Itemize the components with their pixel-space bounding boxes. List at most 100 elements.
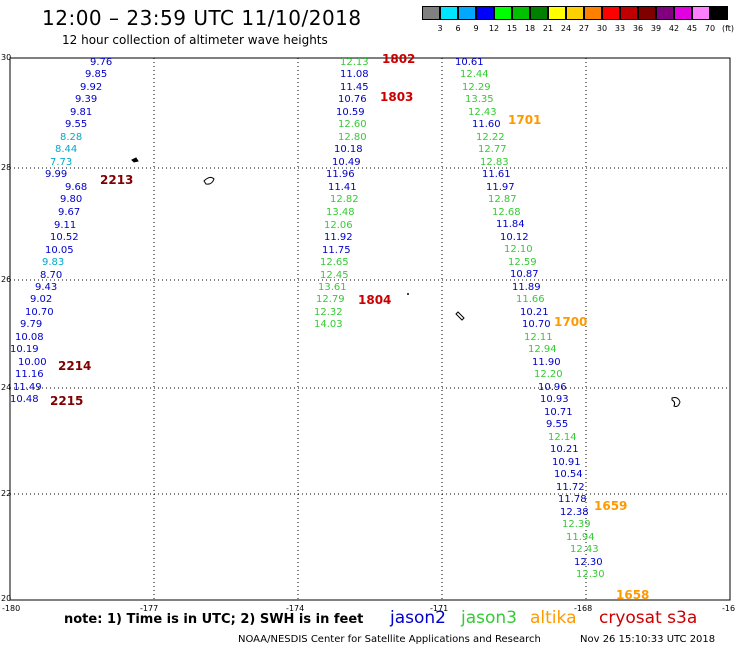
wave-height-value: 9.76: [90, 57, 113, 68]
wave-height-value: 9.43: [35, 282, 58, 293]
wave-height-value: 9.99: [45, 169, 68, 180]
scale-label: 3: [437, 24, 443, 33]
pass-time-label: 1700: [554, 315, 588, 329]
wave-height-value: 14.03: [314, 319, 343, 330]
wave-height-value: 11.92: [324, 232, 353, 243]
plot-frame: [9, 57, 731, 601]
wave-height-value: 12.83: [480, 157, 509, 168]
scale-label: 15: [506, 24, 518, 33]
scale-label: 12: [488, 24, 500, 33]
wave-height-value: 13.48: [326, 207, 355, 218]
scale-swatch: [494, 6, 512, 20]
wave-height-value: 9.68: [65, 182, 88, 193]
wave-height-value: 9.92: [80, 82, 103, 93]
pass-time-label: 1804: [358, 293, 392, 307]
wave-height-value: 11.89: [512, 282, 541, 293]
lat-tick-label: 30: [1, 53, 12, 62]
wave-height-value: 12.87: [488, 194, 517, 205]
wave-height-value: 11.49: [13, 382, 42, 393]
wave-height-value: 10.19: [10, 344, 39, 355]
legend-jason3: jason3: [461, 608, 517, 628]
wave-height-value: 11.84: [496, 219, 525, 230]
scale-label: 39: [650, 24, 662, 33]
wave-height-value: 12.22: [476, 132, 505, 143]
wave-height-value: 11.60: [472, 119, 501, 130]
wave-height-value: 9.11: [54, 220, 77, 231]
wave-height-value: 13.35: [465, 94, 494, 105]
wave-height-value: 10.71: [544, 407, 573, 418]
wave-height-value: 12.68: [492, 207, 521, 218]
wave-height-value: 8.28: [60, 132, 83, 143]
wave-height-value: 8.44: [55, 144, 78, 155]
scale-swatch: [422, 6, 440, 20]
lon-tick-label: -177: [140, 604, 159, 613]
wave-height-value: 9.55: [546, 419, 569, 430]
scale-swatch: [710, 6, 728, 20]
scale-label: 42: [668, 24, 680, 33]
wave-height-value: 12.10: [504, 244, 533, 255]
pass-time-label: 1701: [508, 113, 542, 127]
wave-height-value: 11.72: [556, 482, 585, 493]
wave-height-value: 10.08: [15, 332, 44, 343]
wave-height-value: 11.41: [328, 182, 357, 193]
wave-height-value: 12.39: [562, 519, 591, 530]
wave-height-value: 10.54: [554, 469, 583, 480]
wave-height-value: 12.11: [524, 332, 553, 343]
scale-label: 21: [542, 24, 554, 33]
wave-height-value: 10.76: [338, 94, 367, 105]
island-shape: [131, 157, 139, 163]
scale-swatch: [476, 6, 494, 20]
scale-label: 70: [704, 24, 716, 33]
wave-height-value: 11.08: [340, 69, 369, 80]
scale-label: 36: [632, 24, 644, 33]
pass-time-label: 2214: [58, 359, 92, 373]
wave-height-value: 10.12: [500, 232, 529, 243]
wave-height-value: 11.94: [566, 532, 595, 543]
scale-swatch: [512, 6, 530, 20]
scale-label: 24: [560, 24, 572, 33]
scale-label: 45: [686, 24, 698, 33]
lon-tick-label: -168: [574, 604, 593, 613]
wave-height-value: 12.65: [320, 257, 349, 268]
wave-height-value: 12.60: [338, 119, 367, 130]
scale-swatch: [674, 6, 692, 20]
wave-height-value: 12.32: [314, 307, 343, 318]
scale-label: 30: [596, 24, 608, 33]
credit-line: NOAA/NESDIS Center for Satellite Applica…: [238, 634, 541, 645]
lat-tick-label: 26: [1, 275, 12, 284]
wave-height-value: 12.82: [330, 194, 359, 205]
legend-jason2: jason2: [390, 608, 446, 628]
wave-height-value: 9.81: [70, 107, 93, 118]
wave-height-value: 10.70: [25, 307, 54, 318]
wave-height-value: 10.61: [455, 57, 484, 68]
wave-height-value: 12.29: [462, 82, 491, 93]
scale-swatch: [638, 6, 656, 20]
map-subtitle: 12 hour collection of altimeter wave hei…: [62, 33, 328, 47]
wave-height-value: 10.48: [10, 394, 39, 405]
legend-note: note: 1) Time is in UTC; 2) SWH is in fe…: [64, 612, 364, 627]
wave-height-value: 11.96: [326, 169, 355, 180]
wave-height-value: 9.83: [42, 257, 65, 268]
wave-height-value: 10.93: [540, 394, 569, 405]
wave-height-value: 11.90: [532, 357, 561, 368]
lon-tick-label: -171: [430, 604, 449, 613]
wave-height-value: 12.77: [478, 144, 507, 155]
wave-height-value: 10.00: [18, 357, 47, 368]
pass-time-label: 1659: [594, 499, 628, 513]
lon-tick-label: -16: [722, 604, 736, 613]
scale-label: 18: [524, 24, 536, 33]
scale-swatch: [692, 6, 710, 20]
wave-height-value: 12.79: [316, 294, 345, 305]
scale-swatch: [440, 6, 458, 20]
wave-height-value: 9.02: [30, 294, 53, 305]
scale-swatch: [602, 6, 620, 20]
wave-height-value: 10.49: [332, 157, 361, 168]
wave-height-value: 9.55: [65, 119, 88, 130]
wave-height-value: 7.73: [50, 157, 73, 168]
wave-height-value: 12.06: [324, 220, 353, 231]
pass-time-label: 2213: [100, 173, 134, 187]
island-shape: [671, 397, 681, 407]
scale-label: 9: [473, 24, 479, 33]
scale-swatch: [656, 6, 674, 20]
wave-height-value: 11.75: [322, 245, 351, 256]
